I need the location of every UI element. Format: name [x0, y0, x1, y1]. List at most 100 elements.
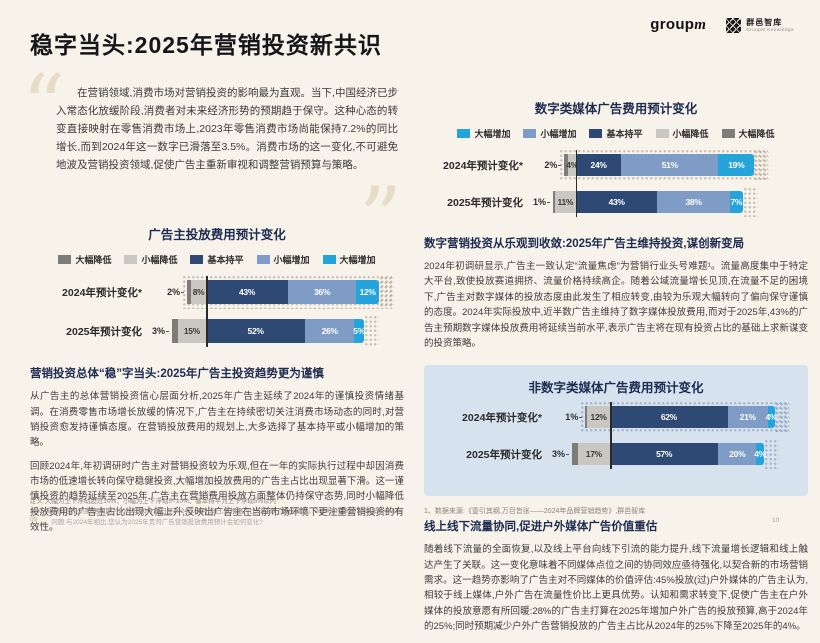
bar-segment [187, 280, 191, 305]
legend-label: 大幅降低 [75, 255, 112, 266]
legend-label: 大幅增加 [339, 255, 376, 266]
groupm-knowledge-name: 群邑智库 [746, 17, 783, 27]
bar-segment: 19% [718, 154, 755, 176]
chart-row-label: 2025年预计变化 [447, 196, 523, 209]
bar-segment: 12% [587, 406, 610, 429]
bar-segment: 62% [609, 406, 728, 429]
footnote-question: 问题:与2024年相比,您认为2025年贵司广告营销投放费用预计会如何变化? [51, 519, 263, 526]
section-outdoor-media: 线上线下流量协同,促进户外媒体广告价值重估 随着线下流量的全面恢复,以及线上平台… [424, 518, 808, 634]
bar-segment: 51% [621, 154, 719, 176]
footnote-period: *2024年预计变化的数据周期为2023年10月30日至2024年01月08日,… [30, 508, 398, 516]
bar-dotted-trail [379, 276, 395, 309]
bar-segment: 57% [609, 443, 719, 466]
bar-outside-label: 1% [528, 191, 550, 213]
chart-body: 2024年预计变化* 2% 4% 24% 51% 19% 2025年预计变化 1% 11% 43%… [424, 149, 808, 217]
chart-row: 2025年预计变化 1% 11% 43% 38% 7% [424, 187, 808, 217]
chart-row: 2025年预计变化 3% 17% 57% 20% 4% [436, 439, 796, 470]
legend-swatch [190, 255, 204, 265]
chart-zero-axis [206, 276, 208, 348]
non-digital-chart-panel: 非数字类媒体广告费用预计变化 2024年预计变化* 1% 12% 62% 21% 4% 20… [424, 365, 808, 497]
bar-outside-label: 3% [147, 319, 169, 343]
close-quote-icon: ” [359, 176, 402, 222]
legend-item: 大幅增加 [457, 127, 510, 140]
legend-item: 大幅降低 [58, 253, 111, 266]
bar-segment [572, 443, 578, 466]
groupm-knowledge-logo-icon [726, 17, 742, 33]
section-heading: 线上线下流量协同,促进户外媒体广告价值重估 [424, 521, 658, 534]
bar-segment: 12% [356, 280, 380, 305]
chart-row-label: 2024年预计变化* [462, 411, 542, 424]
section-heading: 数字营销投资从乐观到收敛:2025年广告主维持投资,谋创新变局 [424, 238, 745, 250]
legend-item: 基本持平 [190, 253, 244, 266]
groupm-logo-m: m [694, 17, 707, 33]
chart-row-track: 2% 8% 43% 36% 12% [148, 275, 404, 310]
chart-row: 2024年预计变化* 2% 4% 24% 51% 19% [424, 149, 808, 181]
left-column: “ 在营销领域,消费市场对营销投资的影响最为直观。当下,中国经济已步入常态化放缓… [22, 62, 404, 544]
legend-label: 基本持平 [207, 255, 244, 266]
bar-segment [553, 191, 555, 213]
chart-title: 数字类媒体广告费用预计变化 [534, 102, 698, 116]
groupm-logo: groupm [650, 16, 706, 34]
bar-dotted-trail [775, 402, 791, 433]
legend-item: 大幅增加 [322, 253, 376, 266]
chart-row: 2024年预计变化* 2% 8% 43% 36% 12% [30, 275, 404, 310]
groupm-logo-text: group [650, 16, 695, 33]
legend-item: 小幅增加 [523, 127, 576, 140]
bar-segment: 52% [206, 319, 305, 344]
quote-text: 在营销领域,消费市场对营销投资的影响最为直观。当下,中国经济已步入常态化放缓阶段… [56, 87, 398, 172]
quote-block: “ 在营销领域,消费市场对营销投资的影响最为直观。当下,中国经济已步入常态化放缓… [22, 64, 404, 222]
section-overall-investment: 营销投资总体“稳”字当头:2025年广告主投资趋势更为谨慎 从广告主的总体营销投… [30, 365, 404, 535]
chart-non-digital-media-spend-change: 非数字类媒体广告费用预计变化 2024年预计变化* 1% 12% 62% 21% 4% 20… [436, 377, 796, 470]
legend-label: 大幅降低 [738, 129, 775, 139]
legend-swatch [322, 255, 336, 265]
bar-segment: 26% [304, 319, 355, 344]
bar-segment: 7% [729, 191, 743, 213]
bar-segment: 21% [727, 406, 768, 429]
bar-segment: 15% [177, 319, 207, 344]
legend-swatch [124, 255, 138, 265]
bar-segment: 38% [657, 191, 730, 213]
chart-zero-axis [575, 150, 578, 217]
page-number-right: 10 [772, 517, 780, 524]
bar-segment: 11% [554, 191, 576, 213]
brandbar: groupm 群邑智库 GroupM Knowledge [650, 16, 794, 34]
legend-label: 基本持平 [606, 129, 643, 139]
legend-item: 大幅降低 [721, 127, 775, 140]
bar-segments: 17% 57% 20% 4% [572, 439, 779, 470]
chart-row-track: 1% 12% 62% 21% 4% [548, 401, 796, 434]
legend-item: 小幅降低 [124, 253, 177, 266]
bar-dotted-trail [763, 439, 779, 470]
legend-label: 小幅降低 [672, 129, 709, 139]
section-paragraph: 随着线下流量的全面恢复,以及线上平台向线下引流的能力提升,线下流量增长逻辑和线上… [424, 544, 808, 633]
groupm-knowledge-subtitle: GroupM Knowledge [746, 27, 794, 32]
legend-label: 大幅增加 [474, 129, 511, 139]
bar-segments: 4% 24% 51% 19% [559, 149, 770, 181]
chart-zero-axis [610, 402, 612, 470]
chart-legend: 大幅增加 小幅增加 基本持平 小幅降低 大幅降低 [424, 127, 808, 140]
bar-outside-label: 1% [560, 406, 582, 428]
chart-row-label: 2024年预计变化* [443, 159, 523, 172]
section-paragraph: 回顾2024年,年初调研时广告主对营销投资较为乐观,但在一年的实际执行过程中却因… [30, 460, 404, 534]
groupm-knowledge-logo: 群邑智库 GroupM Knowledge [726, 17, 794, 33]
bar-dotted-trail [742, 187, 758, 217]
bar-outside-label: 2% [162, 280, 184, 304]
chart-row: 2024年预计变化* 1% 12% 62% 21% 4% [436, 401, 796, 434]
bar-segments: 11% 43% 38% 7% [553, 187, 758, 217]
legend-swatch [58, 255, 72, 265]
bar-segments: 8% 43% 36% 12% [182, 275, 395, 310]
chart-row-label: 2025年预计变化 [466, 448, 542, 461]
chart-row-label: 2025年预计变化 [66, 325, 142, 338]
footer-row-left: 09 问题:与2024年相比,您认为2025年贵司广告营销投放费用预计会如何变化… [30, 516, 410, 526]
chart-row-track: 2% 4% 24% 51% 19% [529, 149, 808, 181]
legend-label: 小幅增加 [273, 255, 310, 266]
chart-row: 2025年预计变化 3% 15% 52% 26% 5% [30, 315, 404, 348]
bar-dotted-trail [363, 315, 379, 348]
bar-outside-label: 2% [539, 154, 561, 176]
right-column: 数字类媒体广告费用预计变化 大幅增加 小幅增加 基本持平 小幅降低 大幅降低 2024年… [424, 58, 808, 643]
bar-segment: 8% [190, 280, 207, 305]
chart-digital-media-spend-change: 数字类媒体广告费用预计变化 大幅增加 小幅增加 基本持平 小幅降低 大幅降低 2024年… [424, 98, 808, 217]
legend-swatch [721, 129, 735, 138]
bar-segments: 12% 62% 21% 4% [580, 401, 791, 434]
chart-title: 广告主投放费用预计变化 [148, 228, 286, 243]
chart-title: 非数字类媒体广告费用预计变化 [528, 381, 704, 396]
